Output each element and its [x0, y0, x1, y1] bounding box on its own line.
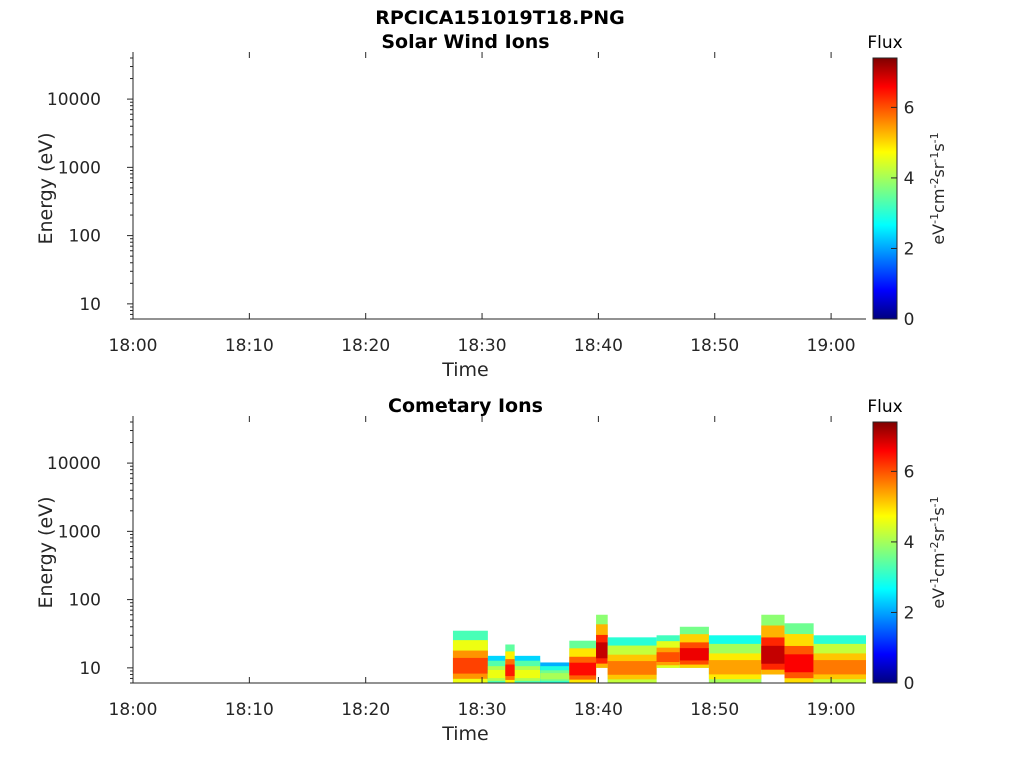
- flux-region: [656, 635, 680, 668]
- flux-region: [813, 635, 866, 683]
- x-tick-label: 19:00: [807, 336, 856, 356]
- x-tick-label: 18:00: [109, 336, 158, 356]
- y-tick-label: 10000: [47, 454, 101, 474]
- colorbar-label-part: cm: [929, 553, 948, 577]
- x-tick-label: 18:10: [225, 700, 274, 720]
- colorbar-tick-label: 6: [904, 462, 915, 482]
- y-tick-label: 100: [69, 227, 101, 247]
- x-axis-label: Time: [441, 723, 489, 745]
- flux-cell: [761, 645, 785, 664]
- x-tick-label: 18:50: [690, 700, 739, 720]
- x-tick-label: 18:00: [109, 700, 158, 720]
- flux-cell: [452, 657, 488, 674]
- colorbar-tick-label: 6: [904, 98, 915, 118]
- y-axis-label: Energy (eV): [35, 132, 57, 244]
- flux-region: [607, 637, 657, 683]
- plot-area: [133, 58, 866, 319]
- y-tick-label: 10: [79, 295, 101, 315]
- x-axis-label: Time: [441, 359, 489, 381]
- flux-region: [679, 626, 709, 668]
- flux-cell: [596, 642, 608, 659]
- flux-cell: [569, 662, 597, 676]
- flux-cell: [607, 661, 657, 675]
- flux-region: [784, 623, 814, 683]
- x-tick-label: 18:30: [458, 700, 507, 720]
- colorbar-title: Flux: [867, 397, 902, 417]
- colorbar-tick-label: 0: [904, 310, 915, 330]
- x-tick-label: 19:00: [807, 700, 856, 720]
- flux-cell: [784, 654, 814, 673]
- colorbar-tick-label: 4: [904, 533, 915, 553]
- panel-title: Cometary Ions: [388, 395, 543, 417]
- x-tick-label: 18:20: [341, 700, 390, 720]
- flux-cell: [656, 652, 680, 662]
- flux-cell: [708, 660, 762, 675]
- flux-cell: [505, 664, 515, 677]
- colorbar-tick-label: 2: [904, 603, 915, 623]
- colorbar-tick-label: 4: [904, 169, 915, 189]
- colorbar-label-part: -1: [928, 152, 941, 163]
- y-tick-label: 1000: [58, 158, 101, 178]
- y-tick-label: 100: [69, 591, 101, 611]
- colorbar: [872, 421, 898, 684]
- colorbar-label-part: -2: [928, 178, 941, 189]
- flux-region: [452, 630, 488, 683]
- colorbar-tick-label: 0: [904, 674, 915, 694]
- colorbar-label: eV-1cm-2sr-1s-1: [928, 132, 949, 244]
- flux-cell: [540, 673, 570, 680]
- colorbar-label-part: -1: [928, 577, 941, 588]
- x-tick-label: 18:40: [574, 700, 623, 720]
- panel-solar-wind-ions: 18:00 18:10 18:20 18:30 18:40 18:50 19:00 10 100…: [35, 31, 948, 381]
- colorbar-label-part: sr: [929, 526, 948, 541]
- colorbar-label-part: sr: [929, 162, 948, 177]
- x-tick-label: 18:50: [690, 336, 739, 356]
- panel-cometary-ions: 18:00 18:10 18:20 18:30 18:40 18:50 19:00 10 100…: [35, 395, 948, 745]
- colorbar-label-part: eV: [929, 588, 948, 609]
- y-tick-label: 10: [79, 659, 101, 679]
- flux-region: [761, 614, 785, 675]
- colorbar-tick-label: 2: [904, 239, 915, 259]
- y-axis-label: Energy (eV): [35, 496, 57, 608]
- flux-region: [708, 635, 762, 683]
- flux-region: [569, 640, 597, 683]
- flux-region: [596, 614, 608, 668]
- y-tick-label: 1000: [58, 522, 101, 542]
- x-tick-label: 18:40: [574, 336, 623, 356]
- flux-cell: [813, 660, 866, 675]
- colorbar-label-part: s: [929, 143, 948, 151]
- x-tick-label: 18:30: [458, 336, 507, 356]
- colorbar-title: Flux: [867, 33, 902, 53]
- colorbar-label-part: -2: [928, 542, 941, 553]
- colorbar-label-part: eV: [929, 224, 948, 245]
- panel-title: Solar Wind Ions: [381, 31, 549, 53]
- y-tick-label: 10000: [47, 90, 101, 110]
- colorbar-label-part: -1: [928, 496, 941, 507]
- figure-title: RPCICA151019T18.PNG: [375, 7, 625, 29]
- colorbar: [872, 57, 898, 320]
- colorbar-label-part: -1: [928, 516, 941, 527]
- x-tick-label: 18:10: [225, 336, 274, 356]
- colorbar-label: eV-1cm-2sr-1s-1: [928, 496, 949, 608]
- colorbar-label-part: s: [929, 507, 948, 515]
- colorbar-label-part: -1: [928, 213, 941, 224]
- colorbar-label-part: cm: [929, 189, 948, 213]
- flux-region: [540, 662, 570, 683]
- flux-region: [505, 644, 515, 683]
- x-tick-label: 18:20: [341, 336, 390, 356]
- colorbar-label-part: -1: [928, 132, 941, 143]
- flux-cell: [679, 648, 709, 661]
